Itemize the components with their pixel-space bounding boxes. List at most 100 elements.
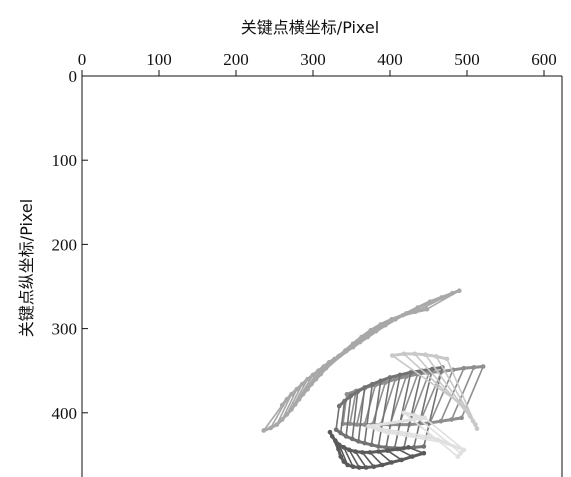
keypoint-dot <box>421 444 427 449</box>
limb-segment <box>276 393 293 425</box>
keypoint-dot <box>458 450 464 456</box>
keypoint-dot <box>289 407 294 412</box>
limb-segment <box>335 405 340 430</box>
keypoint-dot <box>346 447 352 453</box>
keypoint-dot <box>461 365 467 371</box>
y-tick-label: 100 <box>52 151 78 170</box>
keypoint-dot <box>333 438 338 443</box>
keypoint-dot <box>406 445 411 450</box>
limb-segment <box>348 449 360 468</box>
keypoint-dot <box>342 398 347 404</box>
keypoint-dot <box>423 352 428 358</box>
limb-segment <box>361 318 396 338</box>
keypoint-dot <box>412 413 417 418</box>
keypoint-dot <box>403 374 409 379</box>
limb-segment <box>403 412 459 458</box>
keypoint-dot <box>355 389 360 395</box>
keypoint-dot <box>296 397 302 402</box>
limb-segment <box>345 395 352 437</box>
keypoint-dot <box>421 450 427 456</box>
keypoint-dot <box>461 447 467 453</box>
keypoint-dot <box>474 426 480 432</box>
keypoint-dot <box>284 412 290 417</box>
keypoint-series <box>366 410 467 459</box>
keypoint-dot <box>349 436 355 442</box>
keypoint-dot <box>366 423 371 429</box>
keypoint-dot <box>449 417 454 422</box>
x-tick-label: 600 <box>531 50 557 69</box>
limb-segment <box>398 373 419 425</box>
limb-segment <box>415 292 453 313</box>
y-tick-label: 0 <box>69 67 78 86</box>
keypoint-dot <box>410 454 415 459</box>
keypoint-series <box>390 351 480 432</box>
keypoint-dot <box>455 454 461 459</box>
keypoint-dot <box>299 381 305 387</box>
keypoint-dot <box>318 371 324 377</box>
keypoint-dot <box>336 354 341 359</box>
y-tick-label: 300 <box>52 320 78 339</box>
keypoint-dot <box>289 391 294 397</box>
x-tick-label: 300 <box>300 50 326 69</box>
keypoint-dot <box>338 430 344 436</box>
keypoint-dot <box>268 425 273 431</box>
keypoint-series <box>261 288 462 433</box>
keypoint-dot <box>393 376 398 382</box>
x-tick-label: 0 <box>78 50 87 69</box>
keypoint-dot <box>313 376 319 382</box>
limb-segment <box>343 446 354 468</box>
keypoint-dot <box>305 376 310 382</box>
keypoint-dot <box>386 430 391 436</box>
keypoint-dot <box>279 417 285 422</box>
limb-segment <box>361 451 375 468</box>
keypoint-dot <box>389 317 394 322</box>
keypoint-dot <box>395 446 401 452</box>
keypoint-dot <box>457 288 462 294</box>
keypoint-dot <box>471 365 477 370</box>
limb-segment <box>371 382 387 425</box>
keypoint-dot <box>362 422 367 427</box>
keypoint-dot <box>305 386 310 392</box>
keypoint-dot <box>292 402 298 407</box>
limb-segment <box>450 367 475 420</box>
keypoint-dot <box>362 440 367 446</box>
limb-segment <box>351 391 359 439</box>
keypoint-dot <box>378 378 384 384</box>
keypoint-dot <box>390 353 395 358</box>
limb-segment <box>377 450 393 464</box>
keypoint-dot <box>336 442 342 448</box>
keypoint-dot <box>350 464 356 469</box>
keypoint-dot <box>369 381 375 387</box>
keypoint-dot <box>400 312 406 318</box>
keypoint-dot <box>444 356 450 362</box>
limb-segment <box>393 372 412 449</box>
keypoint-dot <box>376 444 381 449</box>
keypoint-dot <box>380 462 385 468</box>
y-tick-label: 200 <box>52 235 78 254</box>
keypoint-dot <box>438 418 444 424</box>
limb-segment <box>349 390 357 424</box>
keypoint-dot <box>369 442 374 448</box>
keypoint-dot <box>362 385 367 390</box>
trajectory-line <box>392 352 448 361</box>
keypoint-dot <box>274 422 280 427</box>
limb-segment <box>397 448 413 458</box>
keypoint-dot <box>371 464 377 469</box>
keypoint-dot <box>376 427 381 432</box>
keypoint-dot <box>399 457 404 463</box>
keypoint-dot <box>336 403 342 409</box>
keypoint-dot <box>353 449 358 454</box>
x-tick-label: 100 <box>146 50 172 69</box>
keypoint-dot <box>294 386 300 392</box>
keypoint-dot <box>408 370 414 375</box>
keypoint-dot <box>387 375 393 380</box>
keypoint-dot <box>329 359 334 365</box>
keypoint-dot <box>363 465 369 470</box>
limb-segment <box>426 290 460 310</box>
keypoint-dot <box>333 427 339 432</box>
keypoint-dot <box>383 380 388 385</box>
limb-segment <box>435 355 477 425</box>
limb-segment <box>352 324 386 345</box>
x-tick-label: 500 <box>454 50 480 69</box>
y-tick-label: 400 <box>52 404 78 423</box>
